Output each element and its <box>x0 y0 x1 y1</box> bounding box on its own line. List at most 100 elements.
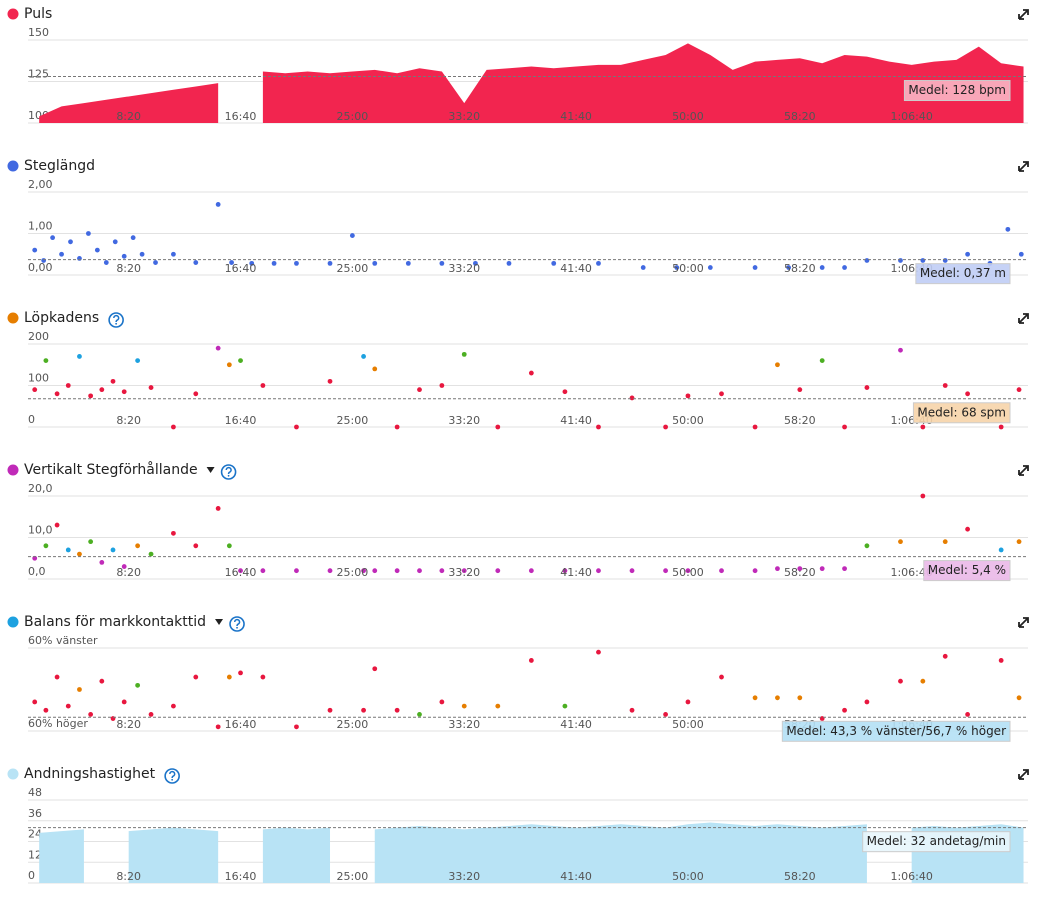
point <box>405 260 411 266</box>
y-tick-label: 60% höger <box>28 717 88 730</box>
point <box>786 265 792 270</box>
point <box>663 712 668 717</box>
point <box>998 547 1004 553</box>
x-tick-label: 16:40 <box>225 110 257 123</box>
point <box>752 695 758 701</box>
point <box>171 703 176 709</box>
point <box>139 251 145 257</box>
info-icon[interactable] <box>220 464 237 480</box>
info-glyph <box>233 618 241 627</box>
y-tick-label: 100 <box>28 372 49 385</box>
point <box>135 682 141 688</box>
point <box>86 231 91 236</box>
x-tick-label: 50:00 <box>672 566 704 579</box>
x-tick-label: 8:20 <box>116 718 141 731</box>
point <box>965 712 970 717</box>
point <box>294 568 299 574</box>
point <box>43 543 49 549</box>
point <box>775 695 780 701</box>
expand-icon[interactable] <box>1018 769 1029 780</box>
point <box>629 395 635 401</box>
point <box>965 526 970 532</box>
point <box>372 568 378 574</box>
point <box>238 358 243 363</box>
point <box>215 506 221 511</box>
x-tick-label: 41:40 <box>560 870 592 883</box>
point <box>775 566 780 572</box>
title-dot <box>7 8 19 20</box>
x-tick-label: 25:00 <box>337 566 369 579</box>
point <box>562 389 568 395</box>
point <box>77 687 82 692</box>
x-tick-label: 58:20 <box>784 870 816 883</box>
point <box>103 260 109 265</box>
point <box>417 387 422 393</box>
point <box>121 389 127 395</box>
point <box>797 695 803 701</box>
point <box>294 424 299 430</box>
x-tick-label: 25:00 <box>337 262 369 275</box>
point <box>193 543 199 549</box>
point <box>920 493 926 499</box>
point <box>43 358 49 363</box>
point <box>148 551 154 557</box>
x-tick-label: 1:06:40 <box>890 870 932 883</box>
point <box>50 235 56 241</box>
expand-icon[interactable] <box>1018 161 1029 172</box>
point <box>271 260 277 266</box>
x-tick-label: 33:20 <box>448 262 480 275</box>
info-glyph <box>225 466 232 475</box>
point <box>77 551 82 557</box>
point <box>294 724 299 730</box>
point <box>260 383 266 388</box>
x-tick-label: 33:20 <box>448 110 480 123</box>
point <box>77 354 82 359</box>
point <box>121 699 127 705</box>
point <box>461 351 467 357</box>
area <box>39 822 1024 883</box>
info-glyph <box>169 770 176 779</box>
expand-icon[interactable] <box>1018 617 1029 628</box>
mean-label: Medel: 32 andetag/min <box>867 834 1006 848</box>
y-tick-label: 0,0 <box>28 565 46 578</box>
point <box>121 564 127 569</box>
x-tick-label: 8:20 <box>116 414 141 427</box>
point <box>707 265 713 270</box>
point <box>32 247 38 253</box>
point <box>898 678 903 684</box>
panel-title: Andningshastighet <box>24 766 156 782</box>
y-tick-label: 60% vänster <box>28 634 98 647</box>
point <box>229 260 234 265</box>
point <box>797 387 803 393</box>
info-icon[interactable] <box>229 616 245 632</box>
point <box>226 362 232 368</box>
point <box>99 560 105 565</box>
point <box>965 391 970 397</box>
x-tick-label: 33:20 <box>448 870 480 883</box>
expand-icon[interactable] <box>1018 465 1029 476</box>
point <box>864 699 870 705</box>
expand-icon[interactable] <box>1018 313 1029 324</box>
dropdown-arrow[interactable] <box>206 467 215 473</box>
mean-label: Medel: 68 spm <box>917 405 1006 419</box>
point <box>1018 251 1024 257</box>
point <box>88 539 94 545</box>
x-tick-label: 58:20 <box>784 566 816 579</box>
dropdown-arrow[interactable] <box>215 619 224 625</box>
y-tick-label: 1,00 <box>28 220 53 233</box>
point <box>193 674 199 680</box>
x-tick-label: 50:00 <box>672 414 704 427</box>
point <box>260 568 266 574</box>
info-icon[interactable] <box>164 768 180 784</box>
expand-icon[interactable] <box>1018 9 1029 20</box>
info-icon[interactable] <box>108 312 124 328</box>
point <box>775 362 780 368</box>
x-tick-label: 25:00 <box>337 414 369 427</box>
point <box>171 530 176 536</box>
point <box>226 674 232 680</box>
y-tick-label: 150 <box>28 26 49 39</box>
point <box>193 391 199 397</box>
point <box>719 674 724 680</box>
y-tick-label: 12 <box>28 848 42 861</box>
